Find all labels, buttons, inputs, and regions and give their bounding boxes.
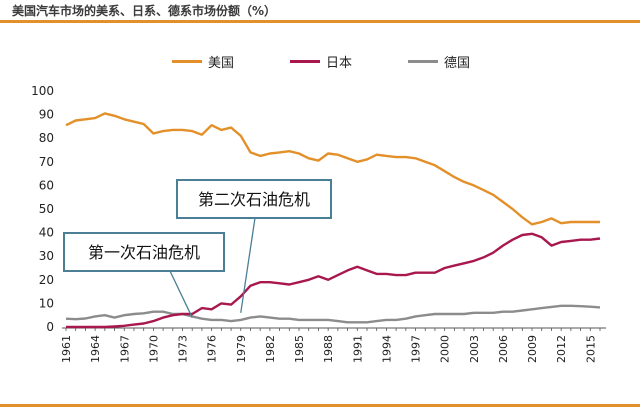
x-tick-label: 2006 bbox=[497, 335, 510, 363]
chart-title: 美国汽车市场的美系、日系、德系市场份额（%） bbox=[12, 4, 277, 18]
x-tick-label: 1973 bbox=[177, 335, 190, 363]
y-tick-label: 20 bbox=[39, 273, 54, 287]
y-tick-label: 50 bbox=[39, 202, 54, 216]
series-line-us bbox=[65, 112, 600, 226]
annotation-second-oil-crisis: 第二次石油危机 bbox=[198, 190, 310, 209]
annotation-leader-first-oil-crisis bbox=[169, 270, 193, 318]
legend-label-germany: 德国 bbox=[444, 56, 471, 71]
legend-label-japan: 日本 bbox=[326, 56, 353, 71]
x-tick-label: 1994 bbox=[380, 335, 393, 363]
legend-item-germany: 德国 bbox=[408, 52, 470, 71]
x-tick-label: 1970 bbox=[147, 335, 160, 363]
x-tick-label: 1991 bbox=[351, 335, 364, 363]
x-tick-label: 2003 bbox=[468, 335, 481, 363]
series-line-germany bbox=[65, 304, 601, 324]
y-axis: 0 10 20 30 40 50 60 70 80 90 100 bbox=[31, 84, 54, 334]
x-tick-label: 2009 bbox=[526, 335, 539, 363]
y-tick-label: 100 bbox=[31, 84, 54, 98]
annotations: 第二次石油危机 第一次石油危机 bbox=[63, 179, 332, 318]
x-tick-label: 1988 bbox=[322, 335, 335, 363]
x-tick-label: 1967 bbox=[118, 335, 131, 363]
x-tick-label: 1985 bbox=[293, 335, 306, 363]
y-tick-label: 0 bbox=[46, 320, 54, 334]
annotation-box-second-oil-crisis bbox=[176, 179, 332, 219]
legend-swatch-germany bbox=[408, 60, 438, 63]
y-tick-label: 80 bbox=[39, 131, 54, 145]
y-tick-label: 40 bbox=[39, 226, 54, 240]
y-tick-label: 10 bbox=[39, 296, 54, 310]
annotation-first-oil-crisis: 第一次石油危机 bbox=[88, 243, 200, 262]
y-tick-label: 70 bbox=[39, 155, 54, 169]
x-tick-label: 1997 bbox=[410, 335, 423, 363]
annotation-box-first-oil-crisis bbox=[63, 232, 225, 272]
series-lines bbox=[65, 112, 601, 329]
x-tick-label: 1961 bbox=[60, 335, 73, 363]
x-tick-label: 1979 bbox=[235, 335, 248, 363]
title-underline bbox=[0, 20, 640, 23]
x-tick-label: 1976 bbox=[206, 335, 219, 363]
x-tick-label: 1964 bbox=[89, 335, 102, 363]
x-tick-label: 2012 bbox=[555, 335, 568, 363]
annotation-leader-second-oil-crisis bbox=[240, 217, 256, 313]
x-tick-label: 2015 bbox=[584, 335, 597, 363]
legend: 美国 日本 德国 bbox=[0, 52, 640, 71]
x-axis: 1961 1964 1967 1970 1973 1976 1979 1982 1985 1988… bbox=[60, 327, 606, 363]
legend-item-japan: 日本 bbox=[290, 52, 352, 71]
legend-swatch-japan bbox=[290, 60, 320, 63]
legend-swatch-us bbox=[172, 60, 202, 63]
x-tick-label: 1982 bbox=[264, 335, 277, 363]
x-tick-label: 2000 bbox=[439, 335, 452, 363]
series-line-japan bbox=[66, 232, 601, 329]
legend-label-us: 美国 bbox=[208, 56, 235, 71]
bottom-rule bbox=[0, 404, 640, 407]
y-tick-label: 90 bbox=[39, 108, 54, 122]
y-tick-label: 30 bbox=[39, 249, 54, 263]
legend-item-us: 美国 bbox=[172, 52, 234, 71]
y-tick-label: 60 bbox=[39, 178, 54, 192]
